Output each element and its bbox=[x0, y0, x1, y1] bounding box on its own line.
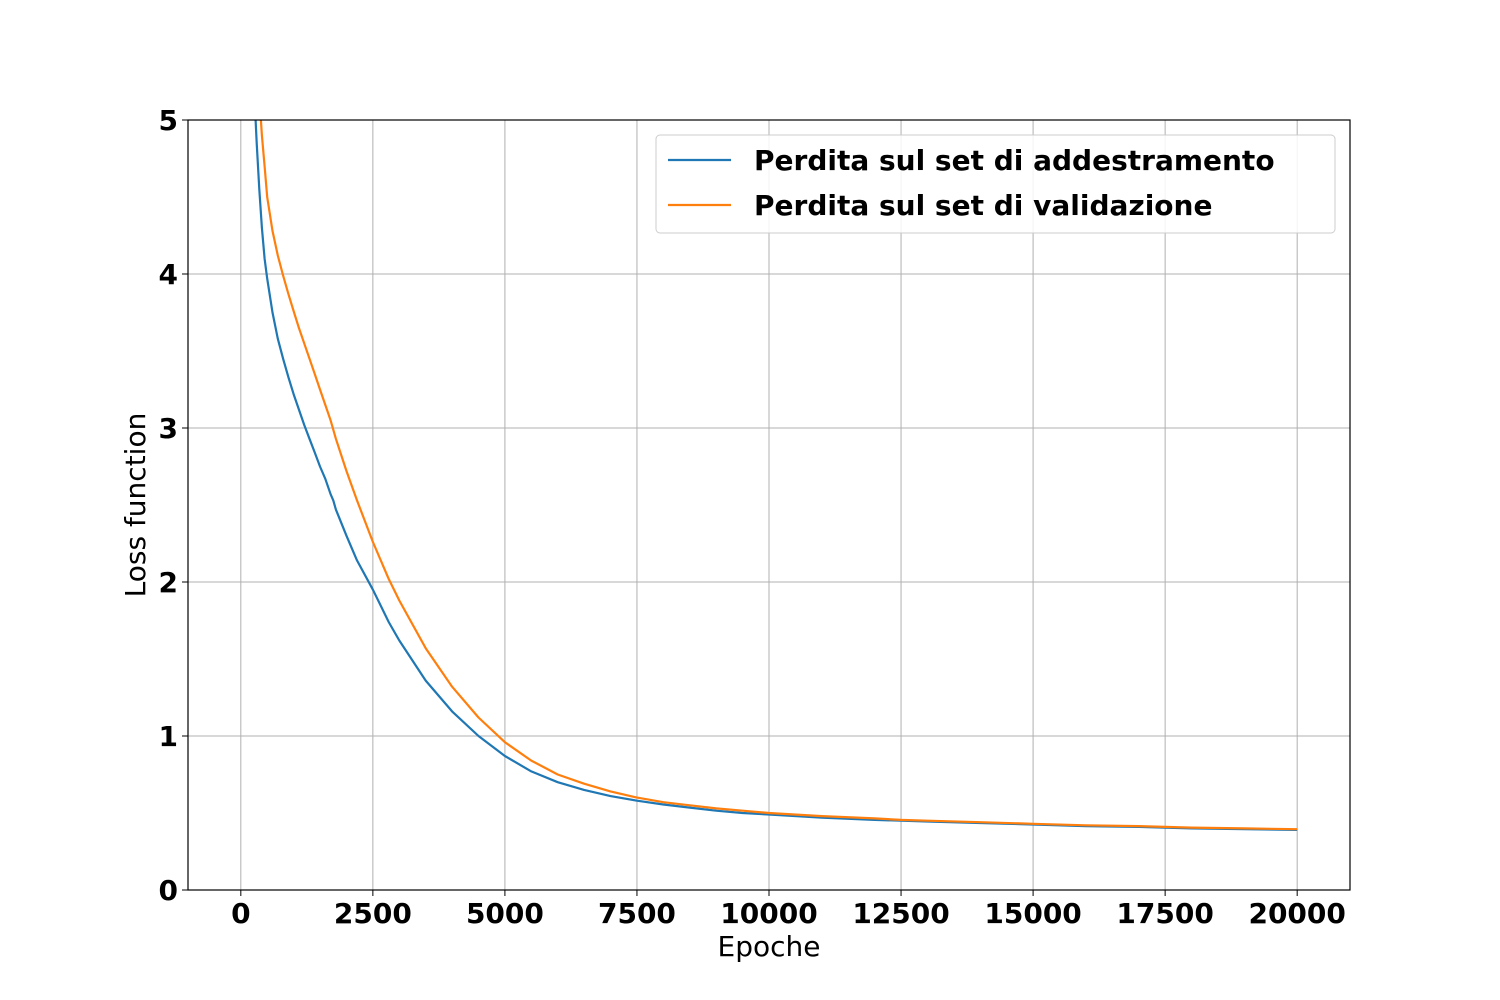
y-tick-label: 2 bbox=[159, 566, 178, 599]
x-tick-label: 15000 bbox=[984, 897, 1081, 930]
x-tick-label: 5000 bbox=[466, 897, 544, 930]
x-axis-ticks: 0 2500 5000 7500 10000 12500 15000 17500 20000 bbox=[231, 890, 1346, 930]
y-tick-label: 4 bbox=[159, 258, 178, 291]
x-tick-label: 0 bbox=[231, 897, 250, 930]
y-tick-label: 3 bbox=[159, 412, 178, 445]
x-grid bbox=[240, 120, 1298, 890]
y-axis-ticks: 0 1 2 3 4 5 bbox=[159, 104, 188, 907]
x-tick-label: 20000 bbox=[1248, 897, 1345, 930]
x-tick-label: 12500 bbox=[852, 897, 949, 930]
legend-box bbox=[655, 134, 1336, 234]
legend-label: Perdita sul set di validazione bbox=[754, 189, 1212, 222]
x-tick-label: 10000 bbox=[720, 897, 817, 930]
y-tick-label: 5 bbox=[159, 104, 178, 137]
y-axis-label: Loss function bbox=[119, 413, 152, 598]
y-tick-label: 0 bbox=[159, 874, 178, 907]
x-tick-label: 7500 bbox=[598, 897, 676, 930]
series-layer bbox=[254, 120, 1298, 831]
x-tick-label: 17500 bbox=[1116, 897, 1213, 930]
y-tick-label: 1 bbox=[159, 720, 178, 753]
series-line-2 bbox=[259, 120, 1298, 831]
x-axis-label: Epoche bbox=[718, 930, 821, 963]
legend-label: Perdita sul set di addestramento bbox=[754, 144, 1275, 177]
legend: Perdita sul set di addestramento Perdita … bbox=[655, 134, 1336, 234]
x-tick-label: 2500 bbox=[334, 897, 412, 930]
